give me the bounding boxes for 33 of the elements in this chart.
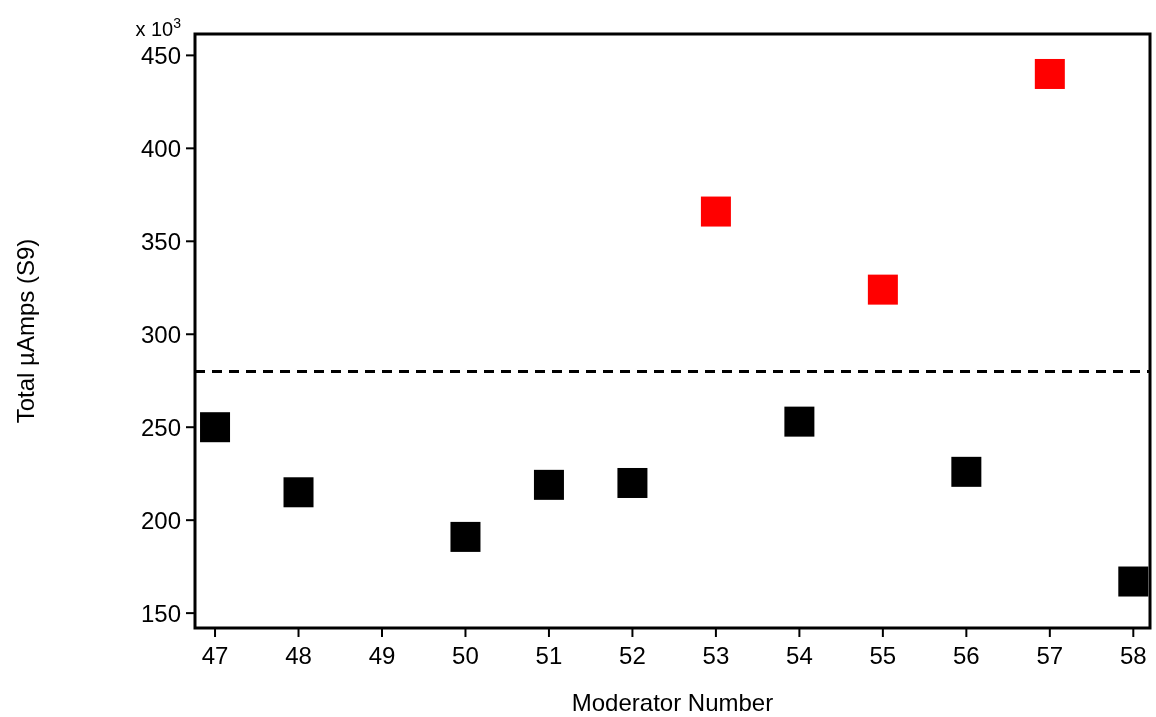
x-tick-label: 48 — [285, 642, 312, 669]
point — [1118, 566, 1149, 597]
y-tick-label: 400 — [140, 134, 181, 162]
point — [200, 412, 231, 443]
x-tick-label: 52 — [619, 642, 646, 669]
y-tick-label: 200 — [140, 506, 181, 534]
y-tick-label: 300 — [140, 320, 181, 348]
x-tick-label: 50 — [452, 642, 479, 669]
point — [784, 406, 815, 437]
x-tick-label: 49 — [368, 642, 396, 669]
y-tick-label: 150 — [140, 599, 181, 627]
point — [283, 477, 314, 508]
x-tick-label: 56 — [952, 642, 980, 669]
y-tick-label: 450 — [140, 41, 181, 69]
x-tick-label: 55 — [869, 642, 897, 669]
x-tick-label: 58 — [1119, 642, 1147, 669]
point — [867, 274, 898, 305]
point — [450, 521, 481, 552]
text: x 10$^{3}$ — [135, 15, 182, 41]
y-axis-title: Total µAmps (S9) — [12, 238, 39, 424]
point — [533, 469, 564, 500]
x-tick-label: 51 — [535, 642, 563, 669]
point — [1034, 58, 1065, 89]
point — [617, 467, 648, 498]
point — [700, 196, 731, 227]
point — [951, 456, 982, 487]
x-tick-label: 57 — [1036, 642, 1064, 669]
x-tick-label: 53 — [702, 642, 730, 669]
x-tick-label: 47 — [201, 642, 229, 669]
y-tick-label: 250 — [140, 413, 181, 441]
x-axis-title: Moderator Number — [571, 689, 774, 716]
y-tick-label: 350 — [140, 227, 181, 255]
x-tick-label: 54 — [786, 642, 813, 669]
